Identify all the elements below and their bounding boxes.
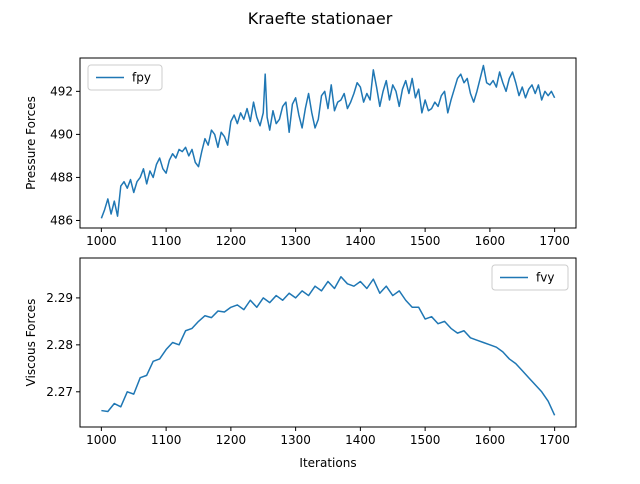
pressure-x-tick-label: 1600 bbox=[475, 234, 506, 248]
viscous-y-tick-label: 2.27 bbox=[46, 385, 73, 399]
pressure-y-tick-label: 486 bbox=[50, 213, 73, 227]
pressure-x-tick-label: 1100 bbox=[151, 234, 182, 248]
viscous-y-tick-label: 2.28 bbox=[46, 338, 73, 352]
viscous-legend: fvy bbox=[491, 264, 569, 291]
viscous-x-tick-label: 1000 bbox=[86, 433, 117, 447]
viscous-x-tick-label: 1600 bbox=[475, 433, 506, 447]
viscous-x-tick-label: 1200 bbox=[216, 433, 247, 447]
pressure-x-tick-label: 1500 bbox=[410, 234, 441, 248]
pressure-x-tick-label: 1200 bbox=[216, 234, 247, 248]
viscous-x-axis-label: Iterations bbox=[299, 456, 356, 470]
pressure-x-tick-label: 1300 bbox=[280, 234, 311, 248]
viscous-legend-box bbox=[491, 264, 569, 291]
viscous-x-tick-label: 1400 bbox=[345, 433, 376, 447]
pressure-x-tick-label: 1400 bbox=[345, 234, 376, 248]
figure-title: Kraefte stationaer bbox=[248, 9, 393, 28]
pressure-legend-label: fpy bbox=[132, 71, 151, 85]
viscous-x-tick-label: 1100 bbox=[151, 433, 182, 447]
pressure-x-tick-label: 1700 bbox=[539, 234, 570, 248]
pressure-legend: fpy bbox=[87, 64, 163, 91]
viscous-x-tick-label: 1300 bbox=[280, 433, 311, 447]
pressure-y-axis-label: Pressure Forces bbox=[24, 96, 38, 190]
viscous-x-tick-label: 1700 bbox=[539, 433, 570, 447]
pressure-axes-frame bbox=[79, 57, 577, 229]
pressure-series-line-0 bbox=[100, 64, 556, 219]
pressure-y-tick-label: 490 bbox=[50, 127, 73, 141]
pressure-x-tick-label: 1000 bbox=[86, 234, 117, 248]
viscous-series-line-0 bbox=[101, 276, 556, 416]
pressure-y-tick-label: 488 bbox=[50, 170, 73, 184]
viscous-axes-frame bbox=[79, 257, 577, 428]
pressure-legend-box bbox=[87, 64, 163, 91]
viscous-x-tick-label: 1500 bbox=[410, 433, 441, 447]
pressure-y-tick-label: 492 bbox=[50, 84, 73, 98]
pressure-forces-plot: 1000 1100 1200 1300 1400 1500 1600 1700 486 488 49… bbox=[24, 57, 577, 248]
viscous-forces-plot: 1000 1100 1200 1300 1400 1500 1600 1700 2.27 2.28… bbox=[24, 257, 577, 470]
viscous-y-axis-label: Viscous Forces bbox=[24, 299, 38, 387]
viscous-legend-label: fvy bbox=[536, 271, 554, 285]
viscous-y-tick-label: 2.29 bbox=[46, 291, 73, 305]
